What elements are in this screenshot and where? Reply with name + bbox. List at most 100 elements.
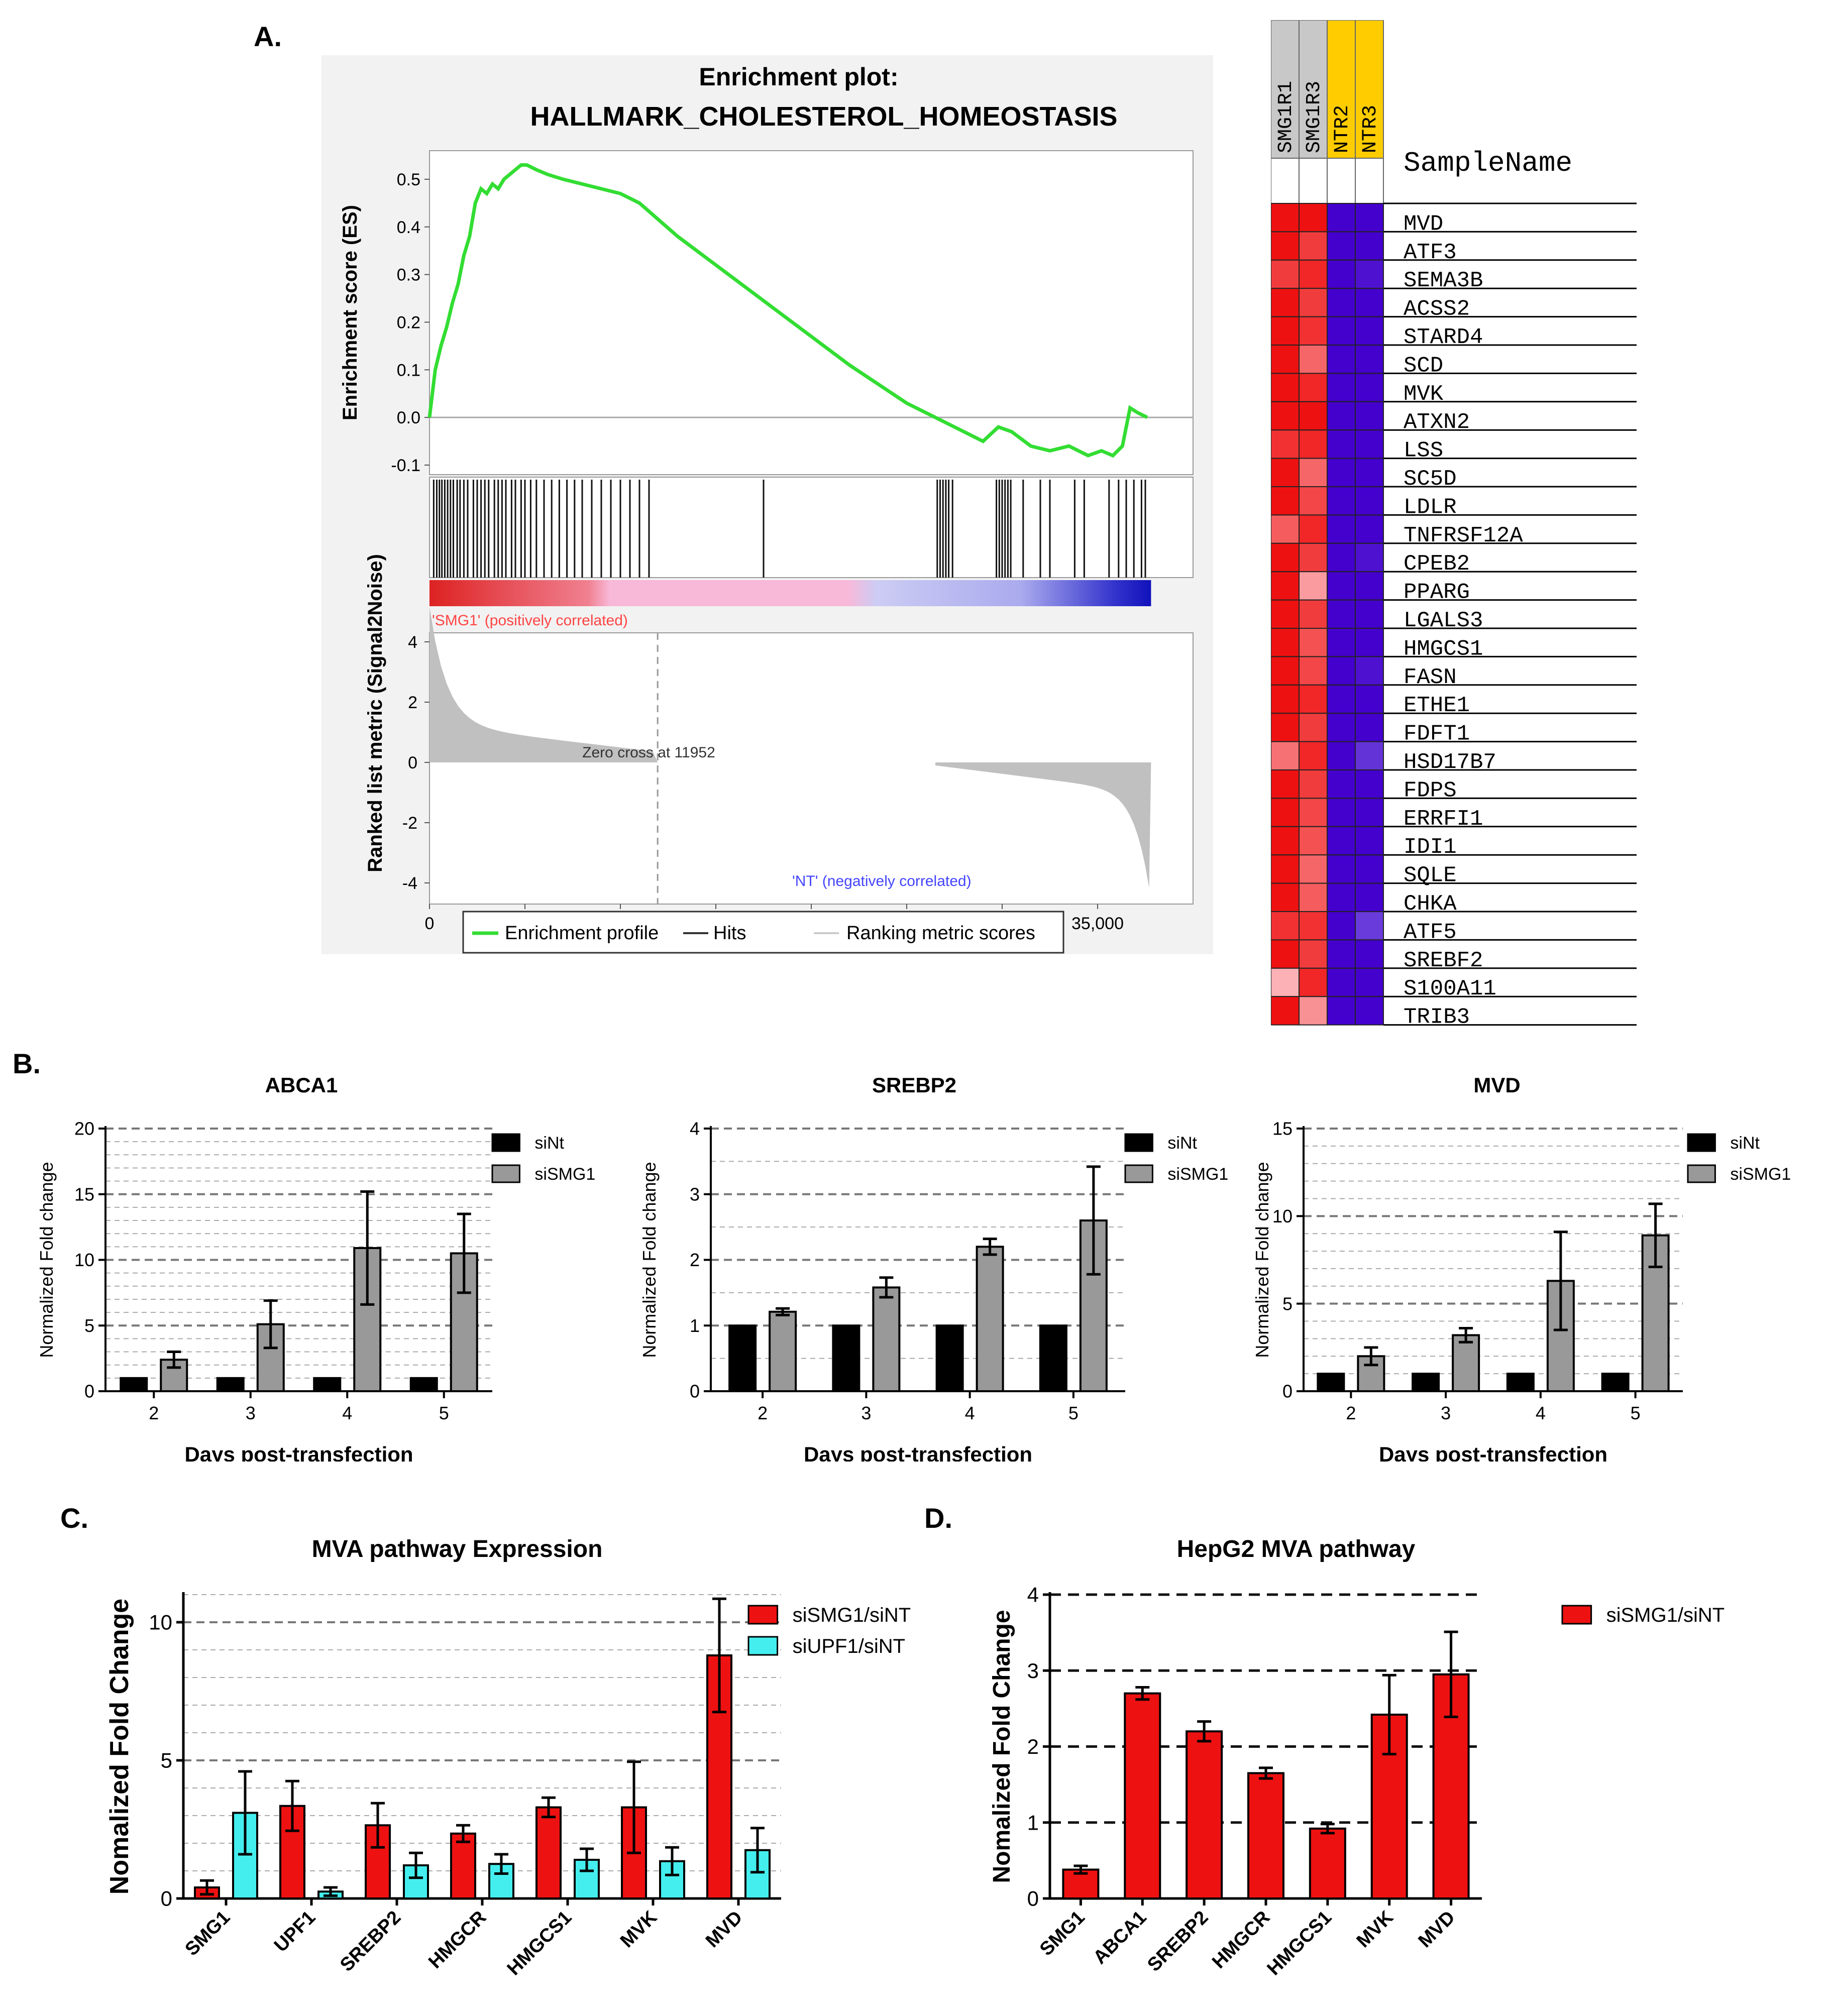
bar-sismg1-sint — [450, 1832, 476, 1899]
bar-sismg1-sint — [1247, 1772, 1284, 1899]
heatmap-cell — [1327, 259, 1356, 289]
heatmap-column-label: SMG1R3 — [1303, 81, 1326, 153]
ytick-label: 5 — [161, 1749, 172, 1772]
heatmap-cell — [1355, 854, 1384, 884]
legend-label: siSMG1/siNT — [793, 1604, 911, 1626]
heatmap-cell — [1355, 373, 1384, 402]
heatmap-cell — [1355, 288, 1384, 317]
heatmap-cell — [1355, 345, 1384, 374]
heatmap-cell — [1327, 429, 1356, 459]
heatmap-row-label: LGALS3 — [1404, 608, 1483, 633]
es-ytick-label: 0.2 — [397, 313, 420, 332]
category-label: HMGCR — [424, 1907, 490, 1973]
heatmap-cell — [1355, 911, 1384, 941]
heatmap-row-label: ATXN2 — [1404, 410, 1470, 435]
heatmap-cell — [1271, 713, 1300, 742]
bar-sismg1 — [872, 1286, 901, 1393]
heatmap-cell — [1271, 967, 1300, 997]
category-label: MVD — [1415, 1907, 1459, 1952]
heatmap-cell — [1327, 798, 1356, 827]
heatmap-cell — [1327, 911, 1356, 941]
heatmap-row-label: FASN — [1404, 665, 1457, 690]
heatmap-cell — [1299, 854, 1328, 884]
positive-correlation-label: 'SMG1' (positively correlated) — [432, 612, 628, 629]
heatmap-cell — [1327, 967, 1356, 997]
zero-cross-label: Zero cross at 11952 — [582, 744, 715, 761]
heatmap-cell — [1327, 741, 1356, 770]
heatmap-cell — [1355, 599, 1384, 629]
chart-title: HepG2 MVA pathway — [1177, 1536, 1416, 1562]
heatmap-row-label: ETHE1 — [1404, 693, 1470, 718]
heatmap-row-label: ATF5 — [1404, 920, 1457, 945]
heatmap-header: SampleName — [1404, 147, 1572, 179]
heatmap-cell — [1355, 713, 1384, 742]
heatmap-cell — [1327, 458, 1356, 487]
y-axis-label: Nomalized Fold Change — [989, 1610, 1015, 1883]
heatmap-cell — [1299, 599, 1328, 629]
category-label: 3 — [246, 1403, 256, 1423]
heatmap-cell — [1299, 882, 1328, 912]
heatmap-cell — [1271, 231, 1300, 261]
metric-ytick-label: 2 — [408, 693, 417, 712]
heatmap-cell — [1299, 628, 1328, 657]
abca1-chart: ABCA1 0 5 10 15 20 Normalized Fold change Days … — [36, 1073, 595, 1462]
bar-sismg1-sint — [1309, 1827, 1346, 1899]
heatmap-cell — [1271, 882, 1300, 912]
heatmap-row-label: MVK — [1404, 382, 1444, 407]
mvd-chart: MVD 0 5 10 15 Normalized Fold change Days post… — [1252, 1073, 1791, 1462]
heatmap-cell — [1271, 373, 1300, 402]
bar-sismg1 — [976, 1246, 1004, 1392]
heatmap-cell — [1327, 514, 1356, 544]
heatmap-row-label: FDFT1 — [1404, 722, 1470, 747]
heatmap-cell — [1271, 259, 1300, 289]
panel-label-a: A. — [254, 21, 282, 52]
chart-title: MVA pathway Expression — [312, 1536, 603, 1562]
gsea-enrichment-plot: Enrichment plot: HALLMARK_CHOLESTEROL_HOM… — [321, 55, 1213, 954]
category-label: 4 — [965, 1403, 975, 1423]
heatmap-cell — [1299, 939, 1328, 969]
heatmap-cell — [1355, 656, 1384, 686]
legend-label: siSMG1 — [1167, 1165, 1228, 1184]
heatmap-row-label: ERRFI1 — [1404, 807, 1483, 832]
bar-sismg1-sint — [1124, 1692, 1161, 1899]
srebp2-chart: SREBP2 0 1 2 3 4 Normalized Fold change Days po… — [639, 1073, 1228, 1462]
plot-title-geneset: HALLMARK_CHOLESTEROL_HOMEOSTASIS — [530, 101, 1117, 132]
heatmap-row-label: CPEB2 — [1404, 551, 1470, 577]
heatmap-cell — [1271, 798, 1300, 827]
ytick-label: 4 — [1027, 1583, 1039, 1607]
category-label: SREBP2 — [1143, 1907, 1212, 1976]
heatmap-cell — [1327, 939, 1356, 969]
panel-label-d: D. — [924, 1502, 952, 1534]
heatmap-cell — [1271, 486, 1300, 516]
es-ytick-label: 0.5 — [397, 170, 420, 189]
legend-label-profile: Enrichment profile — [505, 923, 659, 944]
heatmap-row-label: HMGCS1 — [1404, 636, 1483, 661]
heatmap-cell — [1355, 967, 1384, 997]
legend-box — [462, 911, 1064, 954]
heatmap-row-label: SC5D — [1404, 467, 1457, 492]
es-ytick-label: -0.1 — [391, 456, 420, 475]
heatmap-column-label: NTR2 — [1331, 105, 1354, 153]
negative-metric-area — [935, 762, 1151, 888]
heatmap-cell — [1355, 798, 1384, 827]
category-label: 2 — [1346, 1403, 1356, 1423]
legend-label-hits: Hits — [713, 923, 746, 944]
ytick-label: 5 — [84, 1315, 94, 1336]
heatmap-cell — [1355, 401, 1384, 431]
ytick-label: 15 — [74, 1184, 94, 1204]
ytick-label: 10 — [1272, 1206, 1293, 1226]
category-label: SMG1 — [1036, 1907, 1089, 1960]
heatmap-column-header-bg — [1271, 20, 1300, 159]
ytick-label: 0 — [1027, 1887, 1039, 1911]
heatmap-cell — [1271, 996, 1300, 1026]
category-label: MVD — [702, 1907, 746, 1952]
panel-label-b: B. — [13, 1048, 41, 1079]
legend-label: siUPF1/siNT — [793, 1635, 905, 1657]
heatmap-row-label: TRIB3 — [1404, 1005, 1470, 1030]
bar-sismg1 — [1452, 1334, 1480, 1393]
category-label: 5 — [1631, 1403, 1641, 1423]
heatmap-cell — [1271, 656, 1300, 686]
ytick-label: 0 — [84, 1381, 94, 1402]
ytick-label: 2 — [1027, 1735, 1039, 1758]
metric-ylabel: Ranked list metric (Signal2Noise) — [364, 554, 386, 872]
